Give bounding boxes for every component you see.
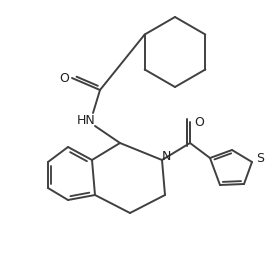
Text: HN: HN [77, 115, 95, 128]
Text: N: N [161, 150, 171, 163]
Text: O: O [194, 116, 204, 129]
Text: O: O [59, 73, 69, 85]
Text: S: S [256, 152, 264, 166]
